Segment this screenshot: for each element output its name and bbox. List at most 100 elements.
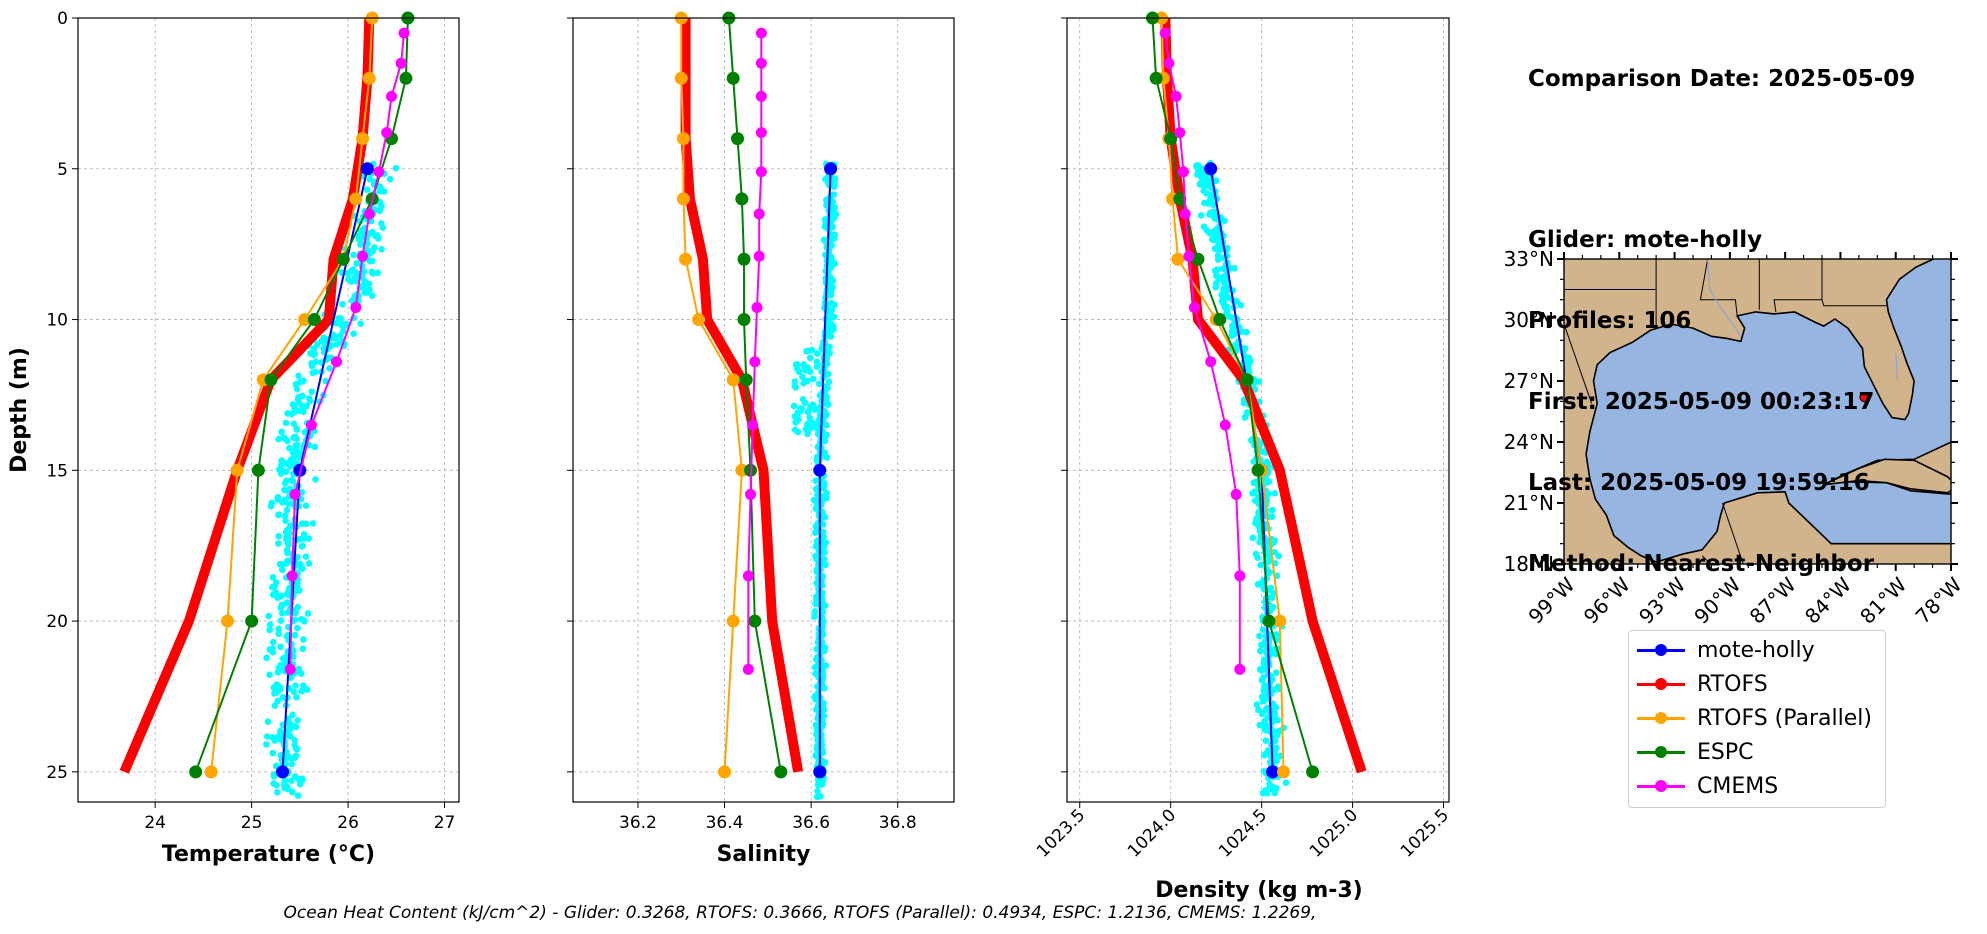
glider-point [274,697,281,705]
glider-point [288,410,296,418]
profile-count: Profiles: 106 [1528,308,1692,334]
glider-point [296,535,304,543]
cuba [1823,458,1951,494]
glider-point [294,580,301,588]
glider-point [815,380,823,388]
glider-point [1260,660,1268,668]
glider-point [300,377,307,385]
series-point-espc [739,373,753,387]
salinity-panel: 36.2 36.4 36.6 36.8 Salinity [567,11,955,867]
series-point-rtofs-parallel [679,252,693,266]
glider-point [1269,506,1276,514]
glider-point [823,494,830,502]
glider-point [819,572,826,580]
glider-point [1224,307,1231,315]
glider-point [311,443,319,451]
glider-scatter [1193,159,1290,797]
glider-point [1196,181,1204,188]
glider-point [378,246,385,253]
glider-point [293,425,300,433]
glider-point [284,538,292,546]
series-point-rtofs-parallel [676,192,690,206]
glider-point [305,560,313,567]
glider-point [1248,436,1255,444]
series-point-mote-holly [824,162,838,176]
series-point-espc [737,313,751,327]
glider-point [304,610,312,617]
series-point-cmems [385,90,397,102]
glider-point [813,363,821,370]
glider-point [828,233,835,240]
glider-point [279,655,287,662]
glider-point [812,751,819,759]
glider-point [811,608,819,615]
glider-point [318,337,325,345]
glider-point [812,543,820,550]
series-point-mote-holly [1204,162,1218,176]
x-tick-label: 36.4 [706,813,744,833]
glider-point [378,202,385,210]
glider-point [283,560,290,567]
series-point-cmems [747,419,759,431]
map-river [1895,352,1899,382]
glider-point [1214,252,1222,260]
glider-point [813,745,821,753]
series-point-cmems [398,27,410,39]
glider-point [1249,534,1257,542]
glider-point [1272,669,1280,676]
glider-point [1251,497,1259,504]
series-point-cmems [749,356,761,368]
glider-point [392,164,400,172]
glider-point [281,480,289,487]
glider-point [352,277,360,285]
series-point-cmems [1177,166,1189,178]
series-point-rtofs-parallel [676,132,690,146]
glider-point [1213,272,1220,280]
glider-point [303,686,311,694]
map-border [1564,323,1593,404]
glider-point [791,413,799,420]
glider-point [1201,199,1208,207]
series-point-cmems [755,27,767,39]
method: Method: Nearest-Neighbor [1528,551,1875,577]
glider-point [268,583,276,591]
series-point-rtofs-parallel [230,463,244,477]
glider-point [269,638,277,646]
glider-point [819,608,827,616]
glider-point [813,358,821,366]
glider-point [307,350,314,357]
glider-point [350,251,357,259]
y-tick-label: 10 [46,311,68,331]
glider-point [804,408,812,415]
glider-point [824,343,832,350]
glider-point [339,301,346,308]
glider-point [298,543,306,550]
glider-point [829,277,837,284]
series-point-mote-holly [275,765,289,779]
glider-point [809,375,817,383]
glider-point [269,645,276,652]
map-river [1707,259,1742,337]
series-point-cmems [286,570,298,582]
legend-swatch [1637,643,1685,656]
glider-point [270,684,278,691]
glider-point [277,617,285,624]
glider-point [828,253,835,261]
glider-point [291,631,299,639]
glider-point [831,260,839,267]
map-border [1701,555,1712,564]
glider-point [1213,225,1220,233]
series-point-cmems [753,208,765,220]
series-point-cmems [357,250,369,262]
last-time: Last: 2025-05-09 19:59:16 [1528,470,1870,496]
series-point-cmems [742,570,754,582]
glider-point [361,278,369,285]
glider-point [302,520,310,528]
glider-point [1208,236,1216,243]
map-lat-label: 30°N [1504,308,1554,332]
legend-item-cmems: CMEMS [1637,771,1778,801]
glider-point [1230,265,1238,272]
glider-point [368,257,376,265]
series-point-cmems [284,663,296,675]
